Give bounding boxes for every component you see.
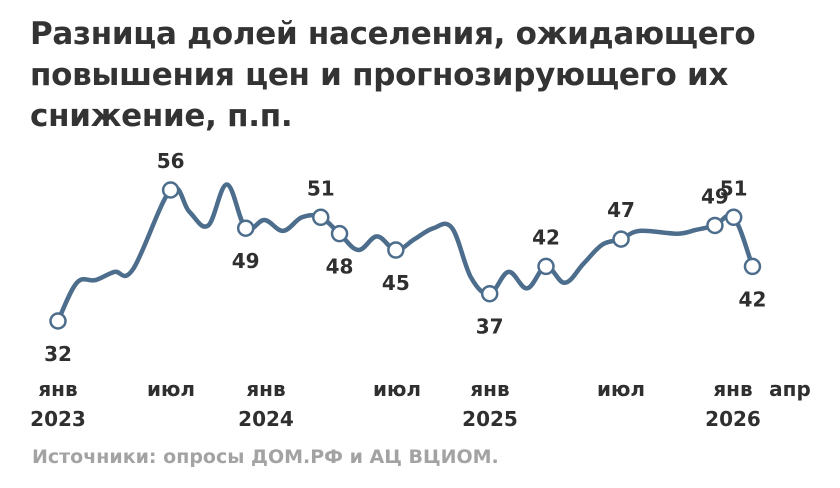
data-label: 37	[476, 315, 504, 339]
data-point-marker	[330, 224, 349, 243]
data-label: 42	[532, 225, 560, 249]
data-point-marker	[537, 257, 555, 276]
title-line-2: повышения цен и прогнозирующего их	[30, 57, 729, 93]
data-label: 32	[44, 342, 72, 366]
data-label: 42	[739, 287, 767, 311]
data-point-marker	[161, 181, 180, 199]
data-point-marker	[743, 257, 762, 276]
data-label: 51	[307, 176, 335, 200]
data-point-marker	[706, 216, 724, 235]
series-line	[55, 182, 755, 324]
data-point-marker	[480, 284, 499, 303]
data-markers	[49, 181, 762, 330]
data-point-marker	[724, 208, 743, 227]
data-label: 49	[701, 184, 729, 208]
data-label: 51	[720, 176, 748, 200]
data-label: 47	[607, 198, 635, 222]
data-point-marker	[312, 208, 330, 227]
source-note: Источники: опросы ДОМ.РФ и АЦ ВЦИОМ.	[32, 446, 499, 468]
data-label: 45	[382, 271, 410, 295]
title-line-1: Разница долей населения, ожидающего	[30, 16, 756, 52]
data-point-marker	[49, 312, 67, 330]
data-label: 48	[326, 255, 354, 279]
chart-title: Разница долей населения, ожидающего повы…	[30, 14, 820, 137]
data-point-marker	[612, 230, 630, 248]
data-label: 56	[157, 149, 185, 173]
data-label: 49	[232, 249, 260, 273]
data-point-marker	[387, 241, 405, 259]
title-line-3: снижение, п.п.	[30, 98, 293, 134]
data-point-marker	[236, 219, 255, 237]
